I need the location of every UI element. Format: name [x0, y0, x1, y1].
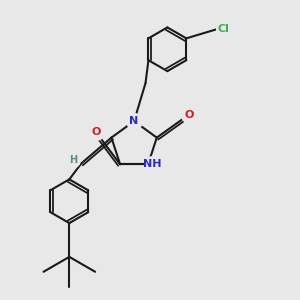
Text: O: O — [92, 128, 101, 137]
Text: O: O — [184, 110, 194, 119]
Text: NH: NH — [143, 159, 161, 169]
Text: H: H — [69, 154, 77, 164]
Text: N: N — [130, 116, 139, 126]
Text: Cl: Cl — [218, 24, 230, 34]
